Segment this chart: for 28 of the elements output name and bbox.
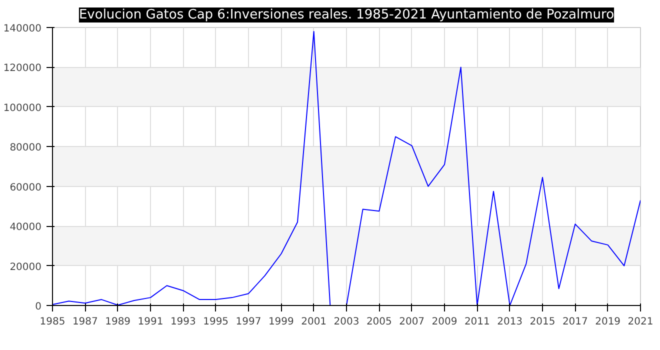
y-tick-label: 0: [35, 302, 42, 312]
y-tick-label: 40000: [10, 222, 42, 234]
x-tick-label: 2015: [530, 316, 556, 328]
x-tick-label: 2019: [595, 316, 621, 328]
x-tick-label: 1989: [105, 316, 131, 328]
y-tick-label: 80000: [10, 142, 42, 154]
x-tick-label: 1999: [268, 316, 294, 328]
y-tick-label: 140000: [3, 24, 42, 34]
x-tick-label: 2005: [366, 316, 392, 328]
chart-title: Evolucion Gatos Cap 6:Inversiones reales. 1985-2021 Ayuntamiento de Pozalmuro: [78, 8, 614, 22]
y-tick-label: 20000: [10, 262, 42, 273]
x-tick-label: 1985: [40, 316, 66, 328]
x-tick-label: 2013: [497, 316, 523, 328]
x-tick-label: 2009: [432, 316, 458, 328]
x-tick-label: 1991: [138, 316, 164, 328]
x-tick-label: 2003: [334, 316, 360, 328]
y-tick-label: 60000: [10, 182, 42, 194]
y-tick-label: 100000: [3, 102, 42, 114]
x-tick-label: 2017: [562, 316, 588, 328]
x-tick-label: 2011: [464, 316, 490, 328]
x-tick-label: 1993: [170, 316, 196, 328]
x-tick-label: 1997: [236, 316, 262, 328]
x-tick-label: 2007: [399, 316, 425, 328]
x-tick-label: 1995: [203, 316, 229, 328]
x-tick-label: 2021: [628, 316, 654, 328]
x-tick-label: 1987: [72, 316, 98, 328]
x-tick-label: 2001: [301, 316, 327, 328]
y-tick-label: 120000: [3, 63, 42, 74]
